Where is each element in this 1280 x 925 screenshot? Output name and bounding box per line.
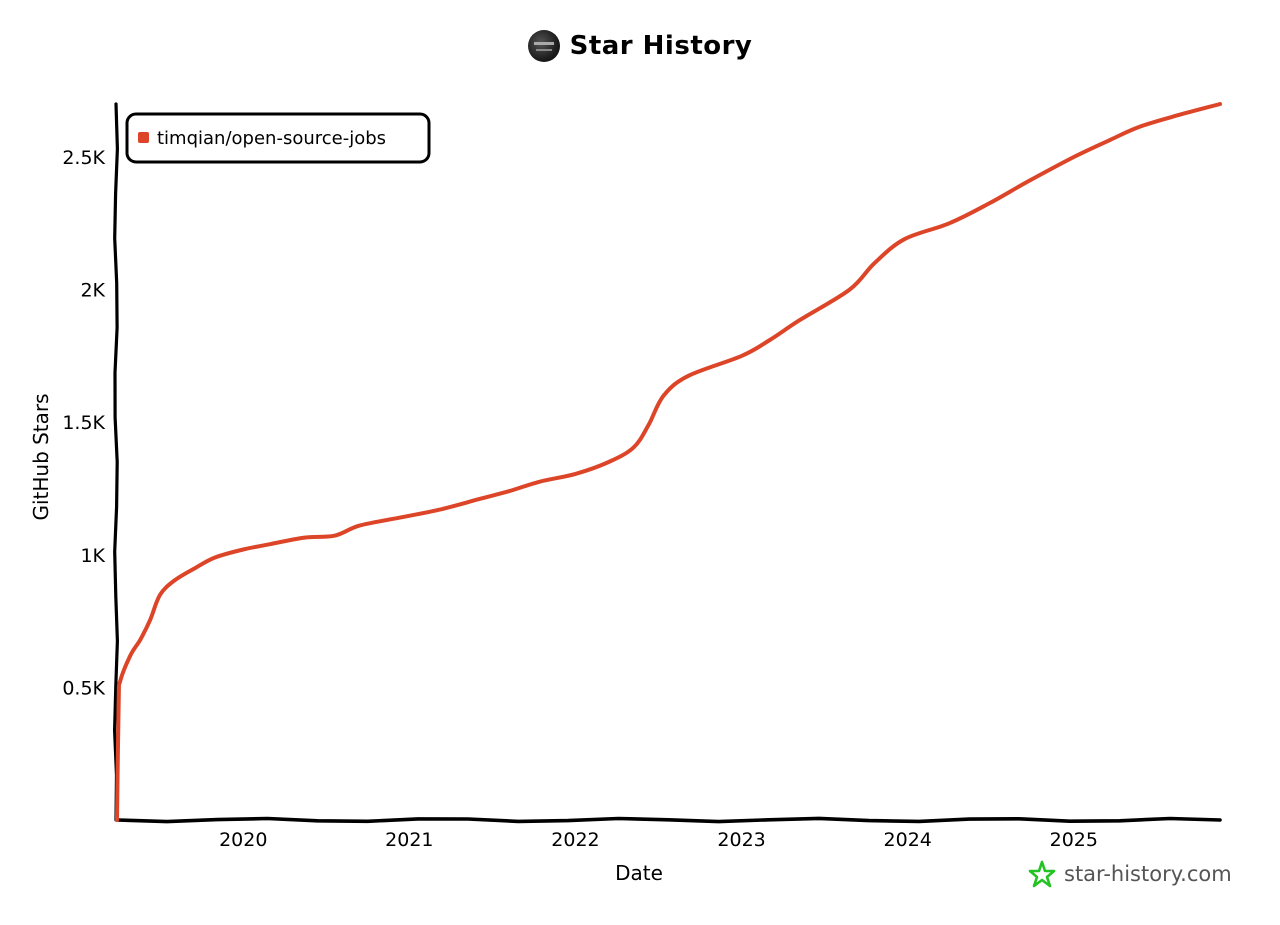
watermark-text: star-history.com bbox=[1064, 862, 1232, 886]
y-tick-label: 1.5K bbox=[62, 412, 105, 434]
x-tick-label: 2022 bbox=[551, 829, 599, 851]
series-line bbox=[115, 102, 1222, 822]
series-lines bbox=[115, 102, 1222, 822]
x-tick-label: 2021 bbox=[385, 829, 433, 851]
watermark-link[interactable]: star-history.com bbox=[1028, 860, 1232, 888]
y-tick-label: 2.5K bbox=[62, 147, 105, 169]
legend: timqian/open-source-jobs bbox=[125, 112, 431, 164]
y-tick-label: 2K bbox=[80, 280, 105, 302]
chart-header: Star History bbox=[0, 30, 1280, 62]
y-axis-line bbox=[112, 102, 120, 822]
y-tick-label: 1K bbox=[80, 545, 105, 567]
x-axis: 2020 2021 2022 2023 2024 2025 bbox=[115, 816, 1222, 851]
x-axis-line bbox=[115, 816, 1222, 824]
chart-title: Star History bbox=[569, 31, 753, 61]
star-icon bbox=[1028, 860, 1056, 888]
legend-swatch bbox=[138, 132, 149, 143]
x-tick-label: 2024 bbox=[884, 829, 932, 851]
y-axis: 0.5K 1K 1.5K 2K 2.5K bbox=[62, 102, 120, 822]
x-tick-label: 2020 bbox=[219, 829, 267, 851]
y-tick-label: 0.5K bbox=[62, 677, 105, 699]
legend-label: timqian/open-source-jobs bbox=[157, 128, 386, 149]
avatar-icon bbox=[527, 30, 560, 62]
x-axis-title: Date bbox=[615, 861, 663, 885]
y-axis-title: GitHub Stars bbox=[29, 393, 53, 520]
x-tick-label: 2023 bbox=[717, 829, 765, 851]
x-tick-label: 2025 bbox=[1050, 829, 1098, 851]
legend-box bbox=[125, 112, 431, 164]
